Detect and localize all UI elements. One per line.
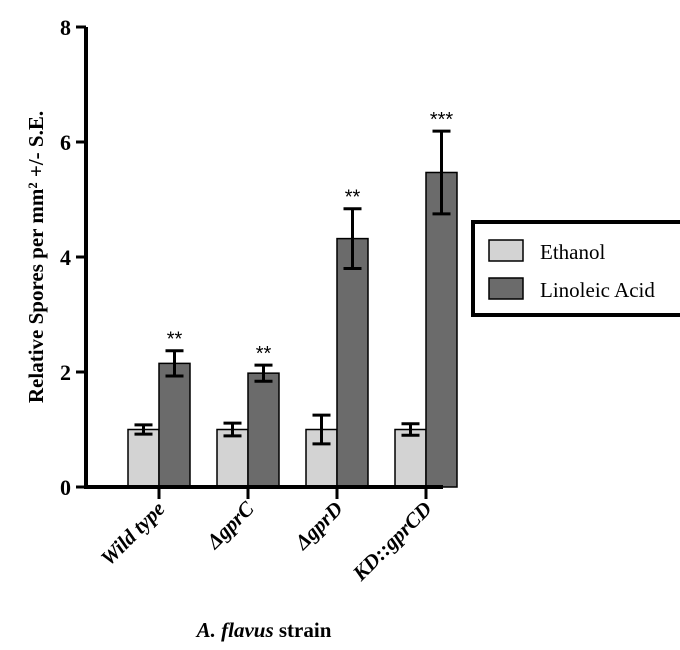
significance-mark-2: ** <box>256 343 272 365</box>
legend-label-linoleic-acid: Linoleic Acid <box>540 278 655 302</box>
legend-swatch-linoleic-acid <box>488 277 524 300</box>
bar-linoleic-acid-3 <box>336 237 369 488</box>
x-tick-label-2: ΔgprC <box>201 496 259 554</box>
y-axis-title: Relative Spores per mm² +/- S.E. <box>24 111 48 403</box>
y-tick-label-8: 8 <box>60 15 71 40</box>
bar-linoleic-acid-2 <box>247 372 280 488</box>
significance-marks-group: ********* <box>167 109 454 365</box>
significance-mark-4: *** <box>430 109 454 131</box>
legend-swatch-ethanol <box>488 239 524 262</box>
bar-ethanol-2 <box>216 428 249 488</box>
x-axis-title-rest: strain <box>274 618 332 642</box>
bar-linoleic-acid-4 <box>425 171 458 488</box>
y-tick-label-2: 2 <box>60 360 71 385</box>
bar-linoleic-acid-1 <box>158 362 191 488</box>
error-bars-group <box>134 129 451 446</box>
significance-mark-3: ** <box>345 187 361 209</box>
x-axis-title-species: A. flavus <box>195 618 274 642</box>
legend-label-ethanol: Ethanol <box>540 240 605 264</box>
x-tick-label-3: ΔgprD <box>289 497 347 555</box>
y-ticks-group: 0 2 4 6 8 <box>60 15 86 500</box>
y-tick-label-4: 4 <box>60 245 71 270</box>
bar-ethanol-4 <box>394 428 427 488</box>
x-ticks-group: Wild type ΔgprC ΔgprD KD::gprCD <box>96 487 437 586</box>
y-tick-label-6: 6 <box>60 130 71 155</box>
legend-box <box>471 220 680 317</box>
y-tick-label-0: 0 <box>60 475 71 500</box>
bar-ethanol-1 <box>127 428 160 488</box>
x-tick-label-4: KD::gprCD <box>347 497 436 586</box>
x-axis-title: A. flavus strain <box>195 618 332 642</box>
significance-mark-1: ** <box>167 329 183 351</box>
x-tick-label-1: Wild type <box>96 497 170 571</box>
legend: Ethanol Linoleic Acid <box>471 220 680 317</box>
